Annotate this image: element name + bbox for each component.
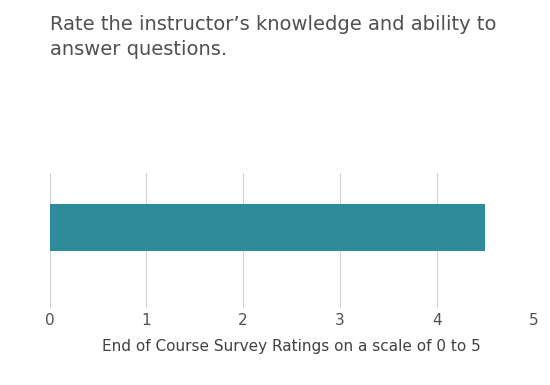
X-axis label: End of Course Survey Ratings on a scale of 0 to 5: End of Course Survey Ratings on a scale …: [102, 339, 481, 354]
Bar: [50, 204, 485, 251]
Text: Rate the instructor’s knowledge and ability to
answer questions.: Rate the instructor’s knowledge and abil…: [50, 15, 496, 59]
